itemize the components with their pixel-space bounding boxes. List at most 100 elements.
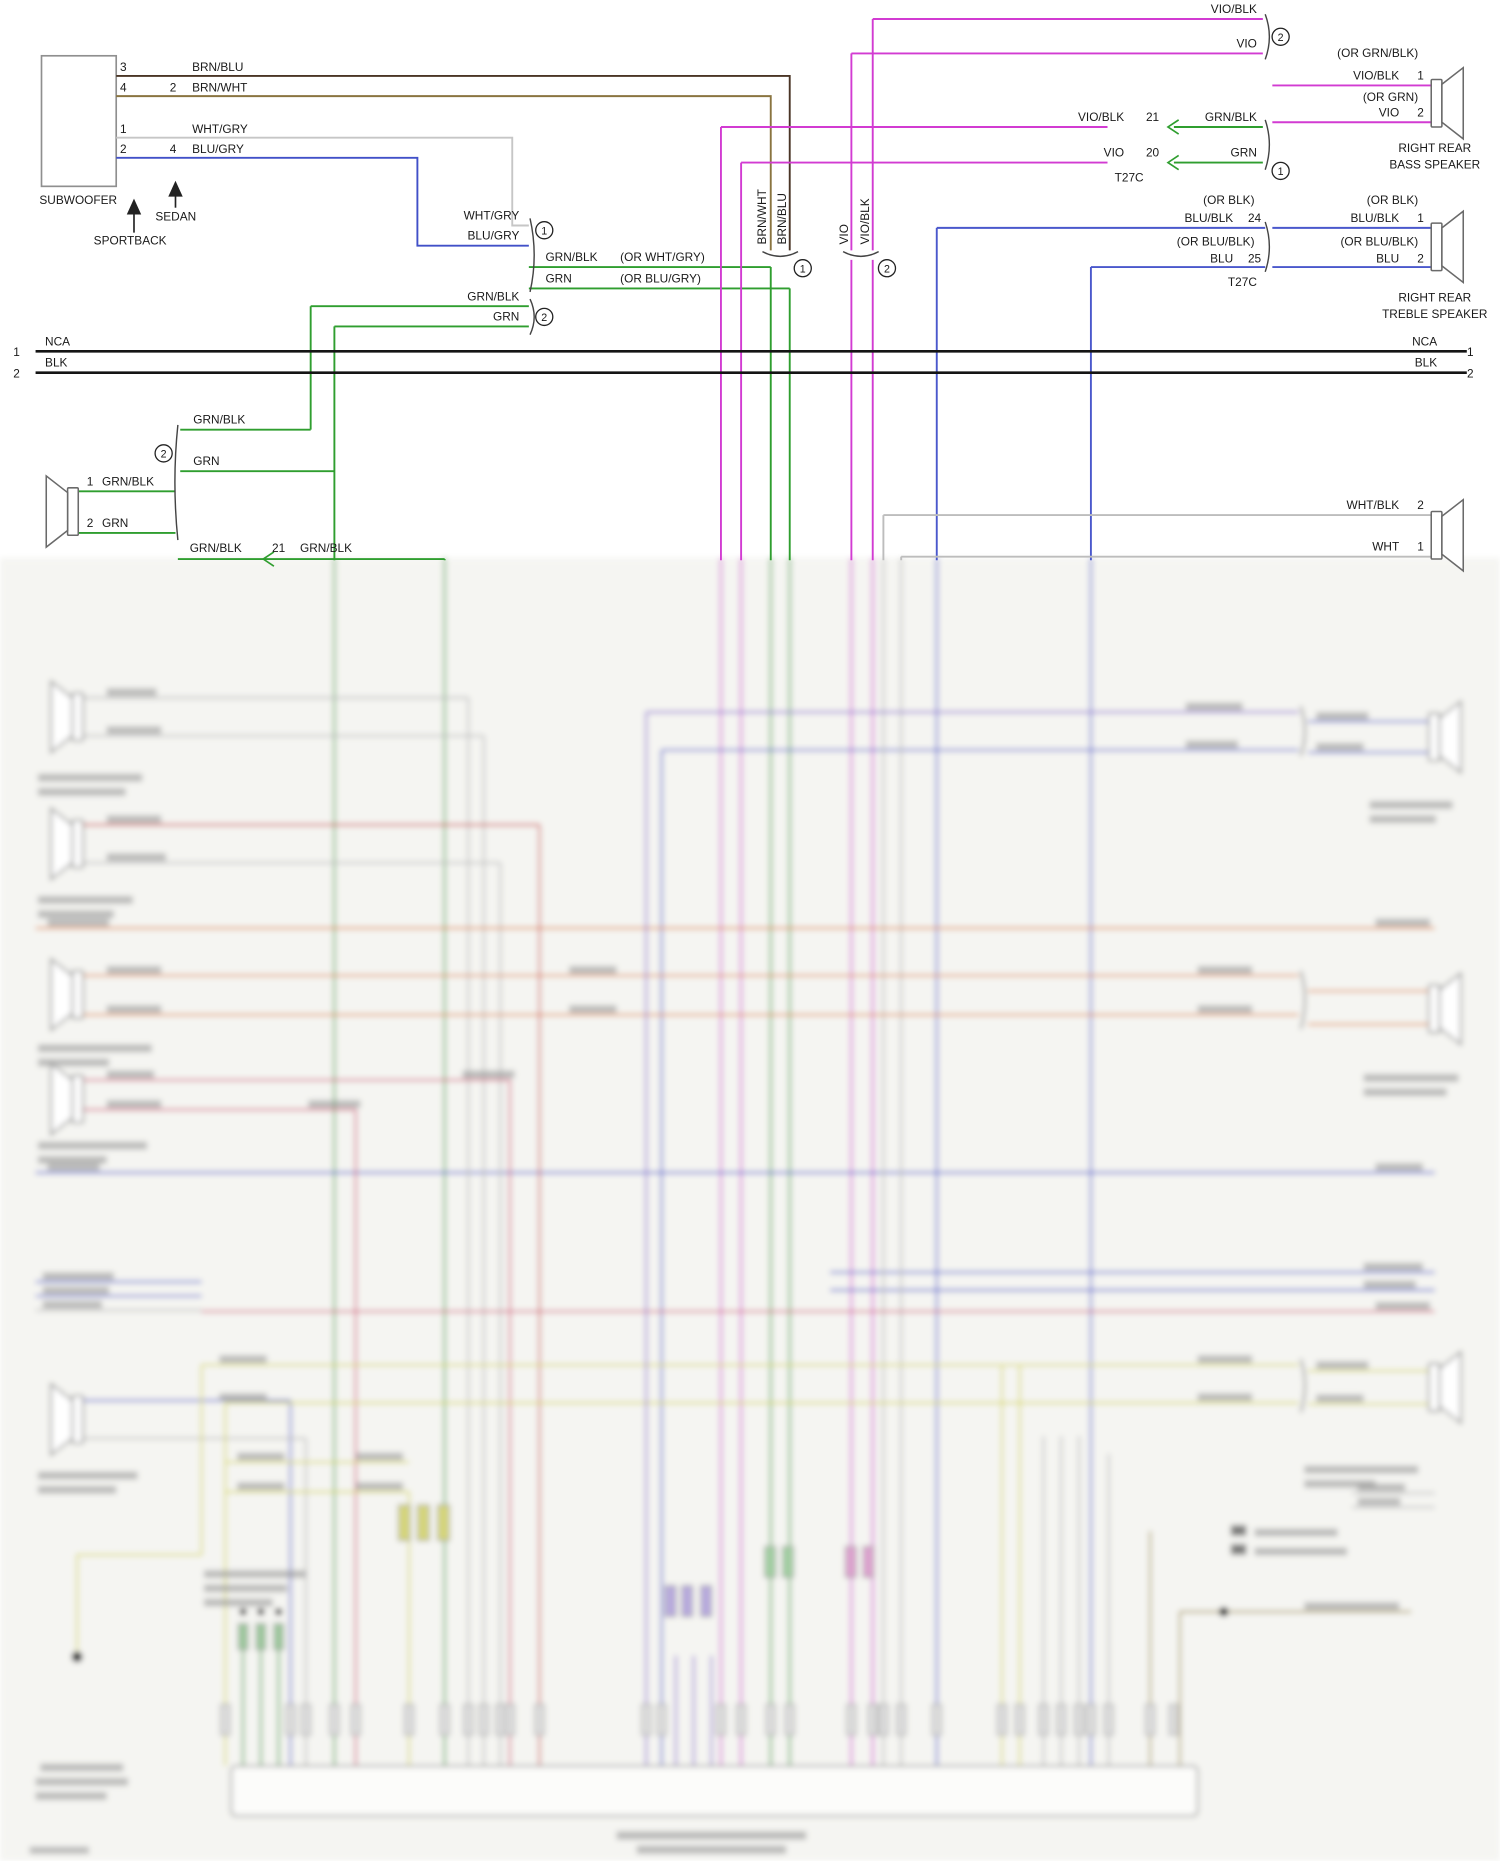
pin-number: 21 [1146,110,1160,124]
speaker-icon-left-rear [45,475,80,548]
connector-badge: 2 [877,259,897,278]
wire-label: VIO/BLK [1078,110,1124,124]
blur-wires-violet-magenta [720,557,874,1767]
wire-label: (OR BLK) [1203,193,1254,207]
wire-label: BLU/GRY [192,142,244,156]
component-label: RIGHT REAR [1398,141,1471,155]
wire-label: (OR BLK) [1367,193,1418,207]
pin-number: 4 [120,80,127,94]
wires-violet [720,18,1432,561]
variant-label-sedan: SEDAN [155,210,196,224]
wires-blue [935,226,1432,561]
wire-label: GRN/BLK [300,541,352,555]
pin-number: 1 [13,345,20,359]
wire-label: GRN/BLK [1205,110,1257,124]
wires-green [78,119,1263,567]
blurred-text [29,688,1459,1854]
pin-number: 1 [1417,540,1424,554]
wire-label: GRN [102,516,128,530]
blur-wires-green [242,557,791,1767]
wire-label: GRN/BLK [193,413,245,427]
blur-connector-clusters [237,1504,875,1651]
pin-number: 21 [272,541,286,555]
bus-lines-nca-blk [35,350,1467,374]
pin-number: 3 [120,60,127,74]
wire-label: (OR BLU/GRY) [620,271,701,285]
wire-label: WHT [1372,540,1399,554]
wire-label: BLU/BLK [1184,211,1233,225]
speaker-icon-right-rear-treble [1430,210,1465,284]
blur-connector-row [220,1703,1180,1736]
pin-number: 2 [1417,251,1424,265]
wire-label: VIO [1379,105,1399,119]
variant-label-sportback: SPORTBACK [94,233,167,247]
wire-label: BRN/WHT [192,80,247,94]
wire-label: VIO [1104,146,1124,160]
blur-brackets [1300,705,1306,1413]
subwoofer-box [40,54,118,188]
wire-label: BLU [1376,251,1399,265]
svg-text:1: 1 [1278,166,1284,178]
blur-wires-blue [35,557,1435,1767]
pin-number: 4 [170,142,177,156]
wires-white-gray [882,514,1432,561]
component-label: RIGHT REAR [1398,290,1471,304]
blur-wires-pink [83,1079,1435,1767]
wire-brn-wht [116,95,772,251]
wire-label: VIO/BLK [1211,2,1257,16]
connector-badge: 1 [1271,161,1290,181]
connector-badge: 1 [535,221,554,240]
wire-label: BLK [45,356,67,370]
pin-number: 20 [1146,146,1160,160]
wire-label: BLU/BLK [1350,211,1399,225]
pin-number: 1 [1467,345,1474,359]
blur-wires-orange [35,927,1435,1026]
wire-label: BRN/BLU [192,60,243,74]
wire-label: BLK [1415,356,1437,370]
wire-label: NCA [45,334,70,348]
blur-wires-gray [35,557,1435,1767]
wire-label: GRN/BLK [190,541,242,555]
wire-label: (OR GRN) [1363,90,1418,104]
pin-number: 1 [1417,211,1424,225]
variant-arrows [126,180,183,233]
wire-label: GRN/BLK [467,289,519,303]
svg-text:2: 2 [161,448,167,460]
wire-label: GRN [493,309,519,323]
pin-number: 2 [13,366,20,380]
component-label: BASS SPEAKER [1389,158,1480,172]
blur-wires-violet2 [645,711,1299,1767]
pin-number: 2 [1417,105,1424,119]
svg-text:1: 1 [800,263,806,275]
pin-number: 25 [1248,251,1262,265]
blurred-lower-section [0,557,1500,1861]
svg-text:2: 2 [1278,32,1284,44]
connector-label: T27C [1115,171,1144,185]
wire-label-vertical: VIO/BLK [858,198,872,244]
pin-number: 2 [170,80,177,94]
wire-label: NCA [1412,334,1437,348]
wire-label: VIO [1236,36,1256,50]
wire-label: GRN/BLK [102,474,154,488]
wire-brn-blu [116,75,791,251]
connector-badge: 2 [1271,27,1290,46]
pin-number: 1 [120,122,127,136]
wire-label: GRN [545,271,571,285]
wire-label: WHT/GRY [464,209,520,223]
component-label: SUBWOOFER [39,193,117,207]
wire-label: WHT/BLK [1347,498,1400,512]
connector-label: T27C [1228,275,1257,289]
wire-label: GRN [193,454,219,468]
svg-text:1: 1 [541,225,547,237]
wire-label: (OR WHT/GRY) [620,250,705,264]
connector-badge: 2 [535,307,554,327]
svg-text:2: 2 [884,263,890,275]
wire-label: (OR BLU/BLK) [1340,235,1418,249]
connector-brackets [174,13,1271,541]
pin-number: 2 [120,142,127,156]
wire-label: GRN [1231,146,1257,160]
wire-label: BLU/GRY [468,229,520,243]
svg-text:2: 2 [541,312,547,324]
blur-dots [71,1525,1247,1663]
